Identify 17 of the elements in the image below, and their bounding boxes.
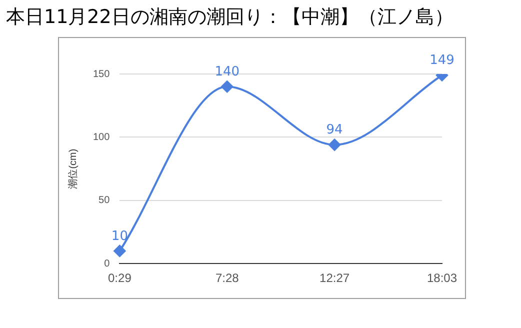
y-tick-label: 150	[92, 68, 110, 80]
y-axis-title: 潮位(cm)	[66, 148, 79, 189]
y-tick-label: 0	[104, 258, 110, 270]
data-label: 94	[326, 122, 343, 138]
point	[328, 138, 341, 151]
data-label: 140	[214, 64, 240, 80]
point	[114, 244, 126, 257]
x-tick-label: 12:27	[320, 271, 350, 286]
y-tick-label: 50	[98, 195, 110, 206]
point	[221, 80, 234, 93]
x-tick-label: 0:29	[108, 271, 132, 286]
chart-title: 本日11月22日の湘南の潮回り：【中潮】（江ノ島）	[6, 5, 454, 30]
data-label: 149	[430, 53, 454, 68]
y-tick-label: 100	[92, 132, 110, 143]
data-label: 10	[111, 228, 128, 244]
x-tick-label: 18:03	[426, 271, 458, 286]
x-tick-label: 7:28	[215, 271, 240, 286]
